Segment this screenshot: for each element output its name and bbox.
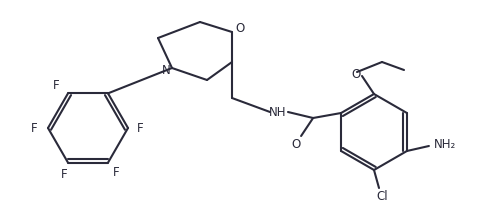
Text: F: F — [137, 122, 143, 134]
Text: Cl: Cl — [375, 189, 387, 203]
Text: O: O — [235, 23, 244, 35]
Text: O: O — [351, 67, 360, 81]
Text: NH: NH — [269, 106, 286, 118]
Text: F: F — [112, 166, 119, 179]
Text: NH₂: NH₂ — [433, 138, 455, 152]
Text: O: O — [291, 138, 300, 150]
Text: F: F — [61, 168, 67, 181]
Text: F: F — [31, 122, 37, 134]
Text: N: N — [162, 64, 170, 76]
Text: F: F — [53, 79, 59, 92]
